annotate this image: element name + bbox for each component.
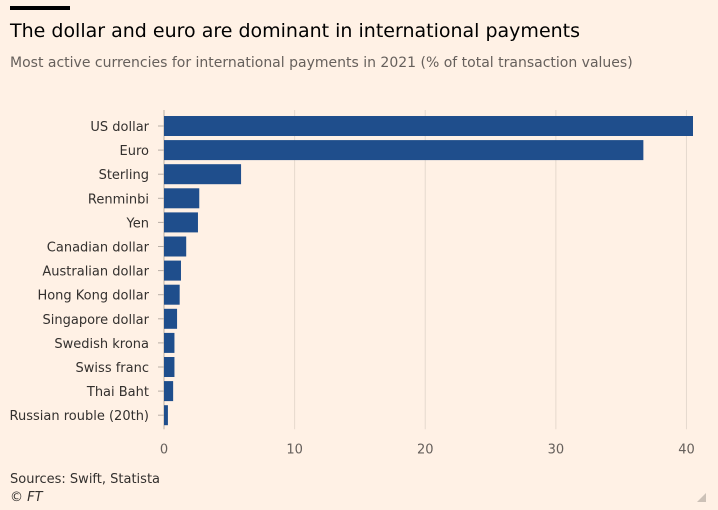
bar xyxy=(164,332,175,353)
chart-subtitle: Most active currencies for international… xyxy=(10,55,633,71)
category-label: Renminbi xyxy=(88,192,149,207)
resize-corner-icon xyxy=(697,493,706,502)
category-label: Hong Kong dollar xyxy=(37,289,149,304)
bar xyxy=(164,188,200,209)
bar xyxy=(164,405,168,426)
x-tick-label: 30 xyxy=(548,442,565,457)
bar xyxy=(164,260,181,281)
category-label: Swiss franc xyxy=(76,361,149,376)
x-tick-labels: 0 10 20 30 40 xyxy=(160,442,695,457)
category-label: Yen xyxy=(126,216,149,231)
ft-credit: © FT xyxy=(10,490,43,505)
bar xyxy=(164,357,175,377)
x-tick-label: 40 xyxy=(678,442,695,457)
bar xyxy=(164,308,178,329)
bar xyxy=(164,236,187,257)
category-label: Canadian dollar xyxy=(47,241,150,256)
chart-title: The dollar and euro are dominant in inte… xyxy=(10,20,581,42)
bars xyxy=(164,116,693,426)
category-label: Thai Baht xyxy=(86,385,149,400)
category-labels: US dollar Euro Sterling Renminbi Yen Canadian… xyxy=(10,120,164,424)
category-label: Sterling xyxy=(99,168,149,183)
bar xyxy=(164,164,242,185)
x-tick-label: 10 xyxy=(286,442,303,457)
category-label: Swedish krona xyxy=(54,337,149,352)
source-note: Sources: Swift, Statista xyxy=(10,472,161,487)
bar xyxy=(164,116,693,136)
category-label: Australian dollar xyxy=(42,265,149,280)
category-label: Russian rouble (20th) xyxy=(10,409,149,424)
category-label: Singapore dollar xyxy=(43,313,150,328)
bar xyxy=(164,284,180,305)
bar xyxy=(164,212,198,233)
ft-top-rule xyxy=(10,6,70,10)
x-tick-label: 0 xyxy=(160,442,168,457)
bar xyxy=(164,381,174,402)
bar xyxy=(164,140,644,161)
x-tick-label: 20 xyxy=(417,442,434,457)
category-label: US dollar xyxy=(90,120,149,135)
category-label: Euro xyxy=(120,144,150,159)
